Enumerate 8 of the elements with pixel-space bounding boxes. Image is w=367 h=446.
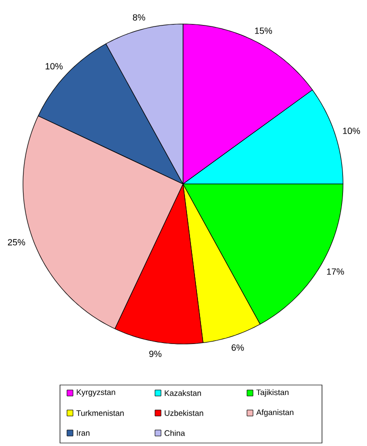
data-label: 6% bbox=[232, 344, 244, 351]
data-label: 10% bbox=[343, 128, 360, 134]
data-label: 10% bbox=[46, 63, 63, 70]
data-label: 25% bbox=[8, 239, 26, 246]
data-label: 17% bbox=[327, 268, 344, 275]
data-label: 8% bbox=[132, 14, 146, 21]
data-label: 9% bbox=[149, 350, 162, 358]
data-label: 15% bbox=[255, 28, 272, 34]
